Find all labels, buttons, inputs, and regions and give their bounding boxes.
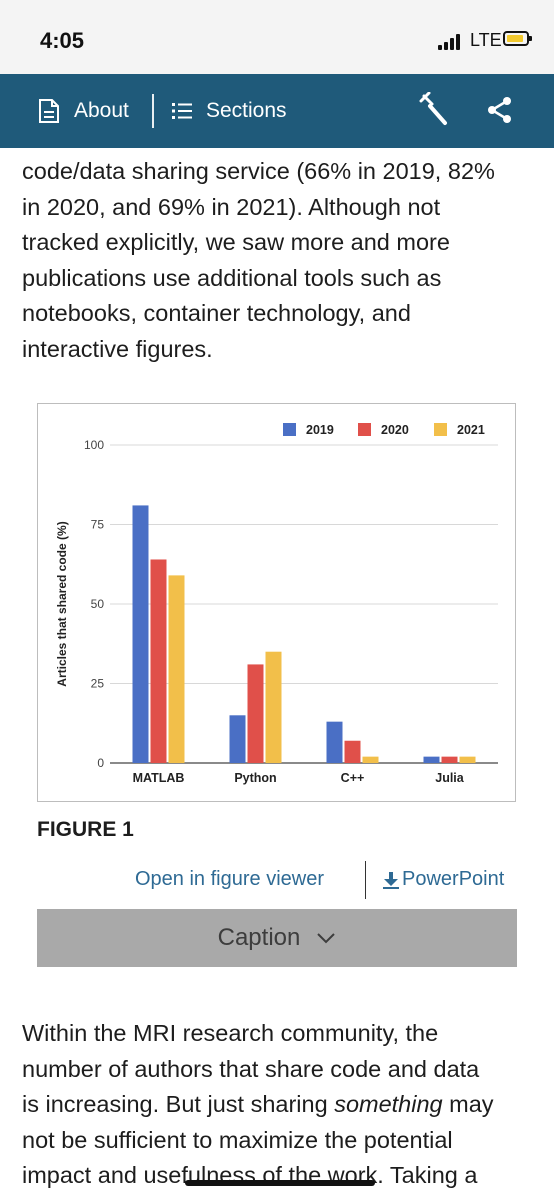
bar-julia-2019 (423, 756, 440, 763)
y-tick-label: 100 (84, 438, 104, 452)
y-tick-label: 75 (91, 518, 105, 532)
caption-toggle[interactable]: Caption (37, 909, 517, 967)
powerpoint-link[interactable]: PowerPoint (383, 868, 504, 891)
list-icon (172, 103, 192, 119)
x-tick-label: Julia (435, 771, 465, 785)
legend-label: 2021 (457, 423, 485, 437)
article-paragraph: code/data sharing service (66% in 2019, … (22, 154, 532, 367)
paragraph-line: Within the MRI research community, the (22, 1020, 439, 1046)
bar-matlab-2020 (150, 559, 167, 763)
legend-swatch (358, 423, 371, 436)
bar-python-2019 (229, 715, 246, 763)
article-paragraph-2: Within the MRI research community, the n… (22, 1016, 532, 1194)
share-icon[interactable] (487, 96, 513, 124)
legend-label: 2020 (381, 423, 409, 437)
bar-python-2021 (265, 651, 282, 763)
caption-label: Caption (217, 924, 301, 951)
link-divider (365, 861, 366, 899)
about-label: About (74, 99, 129, 122)
bar-julia-2020 (441, 756, 458, 763)
chevron-down-icon (317, 933, 336, 944)
paragraph-line: not be sufficient to maximize the potent… (22, 1126, 453, 1153)
y-axis-label: Articles that shared code (%) (55, 521, 69, 686)
paragraph-line: in 2020, and 69% in 2021). Although not (22, 193, 441, 220)
legend-label: 2019 (306, 423, 334, 437)
document-icon (39, 99, 59, 123)
bar-julia-2021 (459, 756, 476, 763)
paragraph-line-tail: may (442, 1091, 494, 1117)
nav-divider (152, 94, 154, 128)
paragraph-line: interactive figures. (22, 335, 213, 362)
figure-image[interactable]: 0 25 50 75 100 Articles that shared code (%) M… (37, 403, 516, 802)
x-tick-label: MATLAB (133, 771, 185, 785)
wrench-icon[interactable] (418, 92, 448, 126)
bar-chart: 0 25 50 75 100 Articles that shared code (%) M… (55, 423, 498, 785)
open-figure-viewer-link[interactable]: Open in figure viewer (135, 868, 324, 890)
network-label: LTE (470, 30, 502, 50)
legend-swatch (283, 423, 296, 436)
emphasis-text: something (334, 1091, 443, 1117)
legend-swatch (434, 423, 447, 436)
signal-icon (438, 34, 464, 50)
bar-c-2021 (362, 756, 379, 763)
y-tick-label: 25 (91, 677, 105, 691)
x-tick-label: C++ (341, 771, 365, 785)
bar-c-2019 (326, 721, 343, 763)
bar-matlab-2021 (168, 575, 185, 763)
paragraph-line: number of authors that share code and da… (22, 1055, 480, 1082)
sections-label: Sections (206, 99, 287, 122)
battery-icon (503, 31, 532, 46)
download-icon (383, 871, 399, 889)
paragraph-line: code/data sharing service (66% in 2019, … (22, 158, 495, 184)
paragraph-line: is increasing. But just sharing (22, 1091, 335, 1117)
home-indicator[interactable] (185, 1180, 375, 1186)
paragraph-line: publications use additional tools such a… (22, 264, 442, 291)
bar-c-2020 (344, 740, 361, 763)
powerpoint-label: PowerPoint (402, 868, 505, 890)
figure-label: FIGURE 1 (37, 818, 134, 841)
about-button[interactable]: About (38, 74, 129, 148)
paragraph-line: notebooks, container technology, and (22, 300, 411, 326)
status-time: 4:05 (40, 28, 85, 53)
article-toolbar: About Sections (0, 74, 554, 148)
x-tick-label: Python (234, 771, 276, 785)
status-bar: 4:05 LTE (0, 0, 554, 74)
bar-python-2020 (247, 664, 264, 763)
bar-matlab-2019 (132, 505, 149, 763)
y-tick-label: 50 (91, 597, 105, 611)
y-tick-label: 0 (97, 756, 104, 770)
paragraph-line: tracked explicitly, we saw more and more (22, 229, 450, 255)
sections-button[interactable]: Sections (172, 74, 287, 148)
